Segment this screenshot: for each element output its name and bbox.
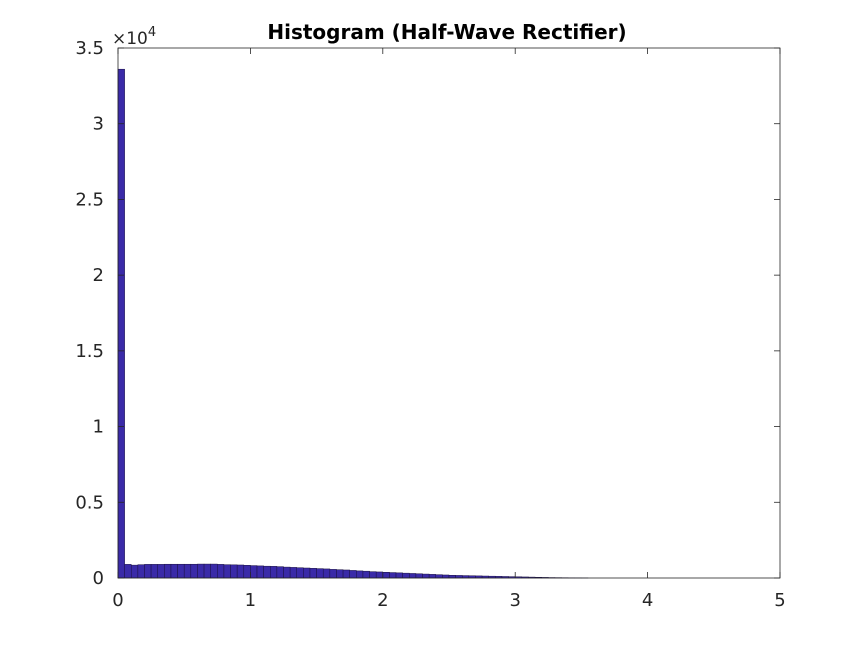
y-tick-label: 0.5 [75,492,104,513]
histogram-bar [336,570,343,578]
histogram-bar [244,565,251,578]
y-tick-label: 3 [93,114,104,135]
y-exponent-base: ×10 [112,29,148,49]
histogram-bar [449,575,456,578]
x-tick-label: 0 [112,590,123,611]
histogram-bar [164,564,171,578]
x-tick-label: 3 [509,590,520,611]
histogram-bar [317,569,324,578]
histogram-bar [350,570,357,578]
histogram-bar [303,568,310,578]
y-exponent-power: 4 [148,25,156,40]
histogram-bar [290,567,297,578]
histogram-bar [257,566,264,578]
histogram-bar [270,566,277,578]
histogram-bar [423,574,430,578]
x-tick-label: 5 [774,590,785,611]
histogram-bar [436,575,443,578]
histogram-bar [204,564,211,578]
histogram-bar [376,572,383,578]
histogram-bar [191,564,198,578]
histogram-bar [138,565,145,578]
y-tick-label: 1.5 [75,341,104,362]
y-tick-label: 1 [93,417,104,438]
histogram-bar [171,564,178,578]
plot-area [118,48,780,578]
histogram-bar [409,573,416,578]
histogram-bar [158,564,165,578]
histogram-bar [416,574,423,578]
histogram-bar [217,564,224,578]
histogram-bar [403,573,410,578]
histogram-bar [197,564,204,578]
histogram-bar [310,568,317,578]
x-tick-label: 2 [377,590,388,611]
histogram-bar [224,565,231,578]
histogram-bar [389,573,396,578]
histogram-bar [356,571,363,578]
histogram-bar [118,69,125,578]
histogram-bar [343,570,350,578]
x-tick-label: 4 [642,590,653,611]
histogram-bar [277,567,284,578]
chart-title: Histogram (Half-Wave Rectifier) [267,20,626,44]
histogram-bar [383,572,390,578]
histogram-bar [144,564,151,578]
histogram-bar [264,566,271,578]
histogram-bar [131,565,138,578]
histogram-bar [211,564,218,578]
histogram-bar [429,574,436,578]
y-tick-label: 2.5 [75,189,104,210]
histogram-bar [442,575,449,578]
y-tick-label: 3.5 [75,38,104,59]
histogram-bar [237,565,244,578]
histogram-bar [297,568,304,578]
y-tick-label: 2 [93,265,104,286]
histogram-bar [396,573,403,578]
histogram-bar [370,572,377,578]
histogram-bar [363,571,370,578]
histogram-bar [125,564,132,578]
histogram-bar [184,564,191,578]
histogram-bar [284,567,291,578]
histogram-bar [231,565,238,578]
histogram-bar [330,569,337,578]
histogram-bar [151,564,158,578]
histogram-bar [250,566,257,578]
histogram-bar [178,564,185,578]
y-tick-label: 0 [93,568,104,589]
x-tick-label: 1 [245,590,256,611]
histogram-bar [323,569,330,578]
